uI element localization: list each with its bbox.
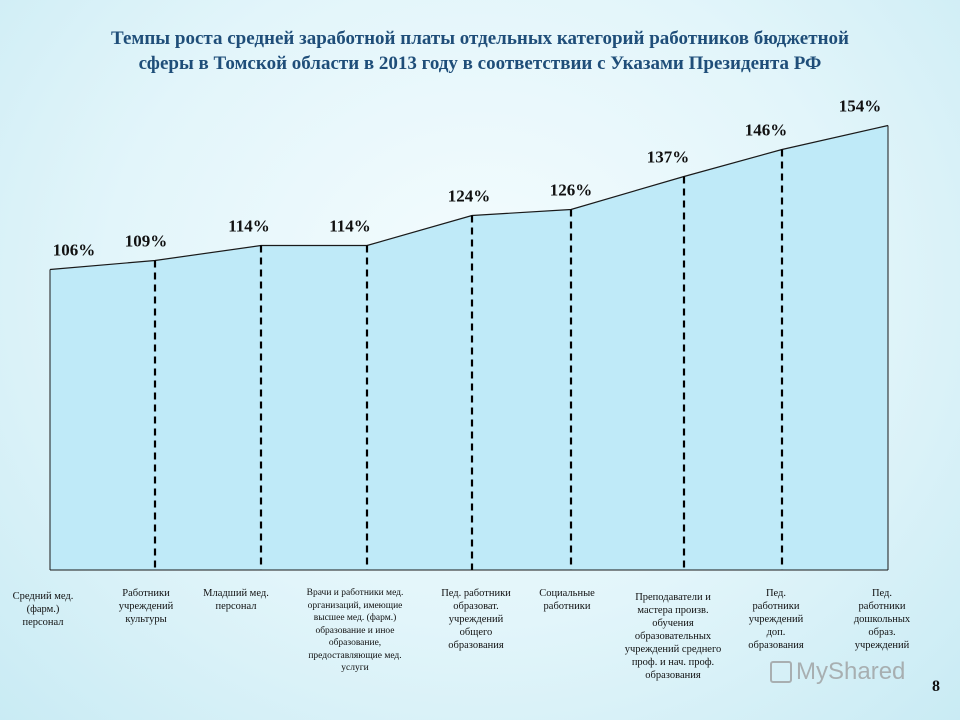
category-label-line: учреждений среднего (624, 644, 722, 655)
category-label-line: Младший мед. (203, 588, 269, 599)
watermark-logo-icon (770, 661, 792, 683)
category-label-line: доп. (766, 627, 786, 638)
data-label: 126% (550, 181, 593, 200)
category-label-line: организаций, имеющие (307, 600, 403, 611)
area-fill (50, 125, 888, 570)
data-label: 137% (647, 148, 690, 167)
category-label-line: образ. (868, 627, 896, 638)
category-label-line: мастера произв. (637, 605, 709, 616)
category-label-line: Пед. (871, 588, 893, 599)
category-label-line: образования (645, 670, 701, 681)
category-label-line: дошкольных (853, 614, 911, 625)
category-label: Пед. работники дошкольных образ. учреждений (839, 587, 925, 652)
category-label: Работники учреждений культуры (106, 587, 186, 626)
data-label: 146% (745, 121, 788, 140)
category-label: Преподаватели и мастера произв. обучения об… (608, 591, 738, 682)
data-label: 114% (329, 217, 371, 236)
category-label-line: образования (748, 640, 804, 651)
chart-title: Темпы роста средней заработной платы отд… (10, 26, 950, 76)
category-label-line: услуги (341, 663, 369, 673)
category-label-line: общего (459, 627, 493, 638)
category-label-line: работники (858, 601, 906, 612)
category-label-line: образование, (328, 638, 382, 648)
category-label-line: работники (543, 601, 591, 612)
category-label-line: персонал (215, 601, 257, 612)
category-label-line: образоват. (453, 601, 499, 612)
category-label-line: учреждений (854, 640, 910, 651)
category-label-line: учреждений (118, 601, 174, 612)
category-label-line: предоставляющие мед. (308, 650, 402, 661)
watermark-text: MyShared (796, 658, 906, 685)
data-label: 114% (228, 217, 270, 236)
data-label: 154% (839, 97, 882, 116)
category-label-line: учреждений (448, 614, 504, 625)
category-label-line: персонал (22, 617, 64, 628)
category-label: Врачи и работники мед. организаций, имеющ… (285, 587, 425, 675)
category-label-line: (фарм.) (26, 604, 60, 615)
category-label-line: Социальные (539, 588, 595, 599)
category-label-line: Работники (122, 588, 170, 599)
category-label-line: Средний мед. (12, 591, 74, 602)
data-label: 124% (448, 187, 491, 206)
watermark: MyShared (770, 658, 905, 686)
category-label-line: работники (752, 601, 800, 612)
category-label: Социальные работники (525, 587, 609, 613)
category-label-line: обучения (652, 618, 694, 629)
category-label-line: Преподаватели и (635, 592, 711, 603)
category-label-line: образовательных (634, 631, 712, 642)
category-label: Пед. работники образоват. учреждений общего… (426, 587, 526, 652)
data-label: 109% (125, 232, 168, 251)
category-label-line: Пед. (765, 588, 787, 599)
data-label: 106% (53, 241, 96, 260)
chart-title-line-1: Темпы роста средней заработной платы отд… (111, 28, 849, 49)
category-label-line: высшее мед. (фарм.) (313, 613, 397, 623)
chart-title-line-2: сферы в Томской области в 2013 году в со… (138, 53, 822, 74)
category-label: Средний мед. (фарм.) персонал (4, 590, 82, 629)
category-label-line: проф. и нач. проф. (631, 657, 715, 668)
category-label-line: учреждений (748, 614, 804, 625)
category-label-line: Пед. работники (441, 588, 511, 599)
category-label: Пед. работники учреждений доп. образования (731, 587, 821, 652)
category-label-line: культуры (125, 614, 167, 625)
page-number: 8 (932, 678, 940, 695)
category-label-line: образование и иное (315, 625, 395, 636)
category-label: Младший мед. персонал (196, 587, 276, 613)
category-label-line: Врачи и работники мед. (306, 588, 404, 598)
category-label-line: образования (448, 640, 504, 651)
